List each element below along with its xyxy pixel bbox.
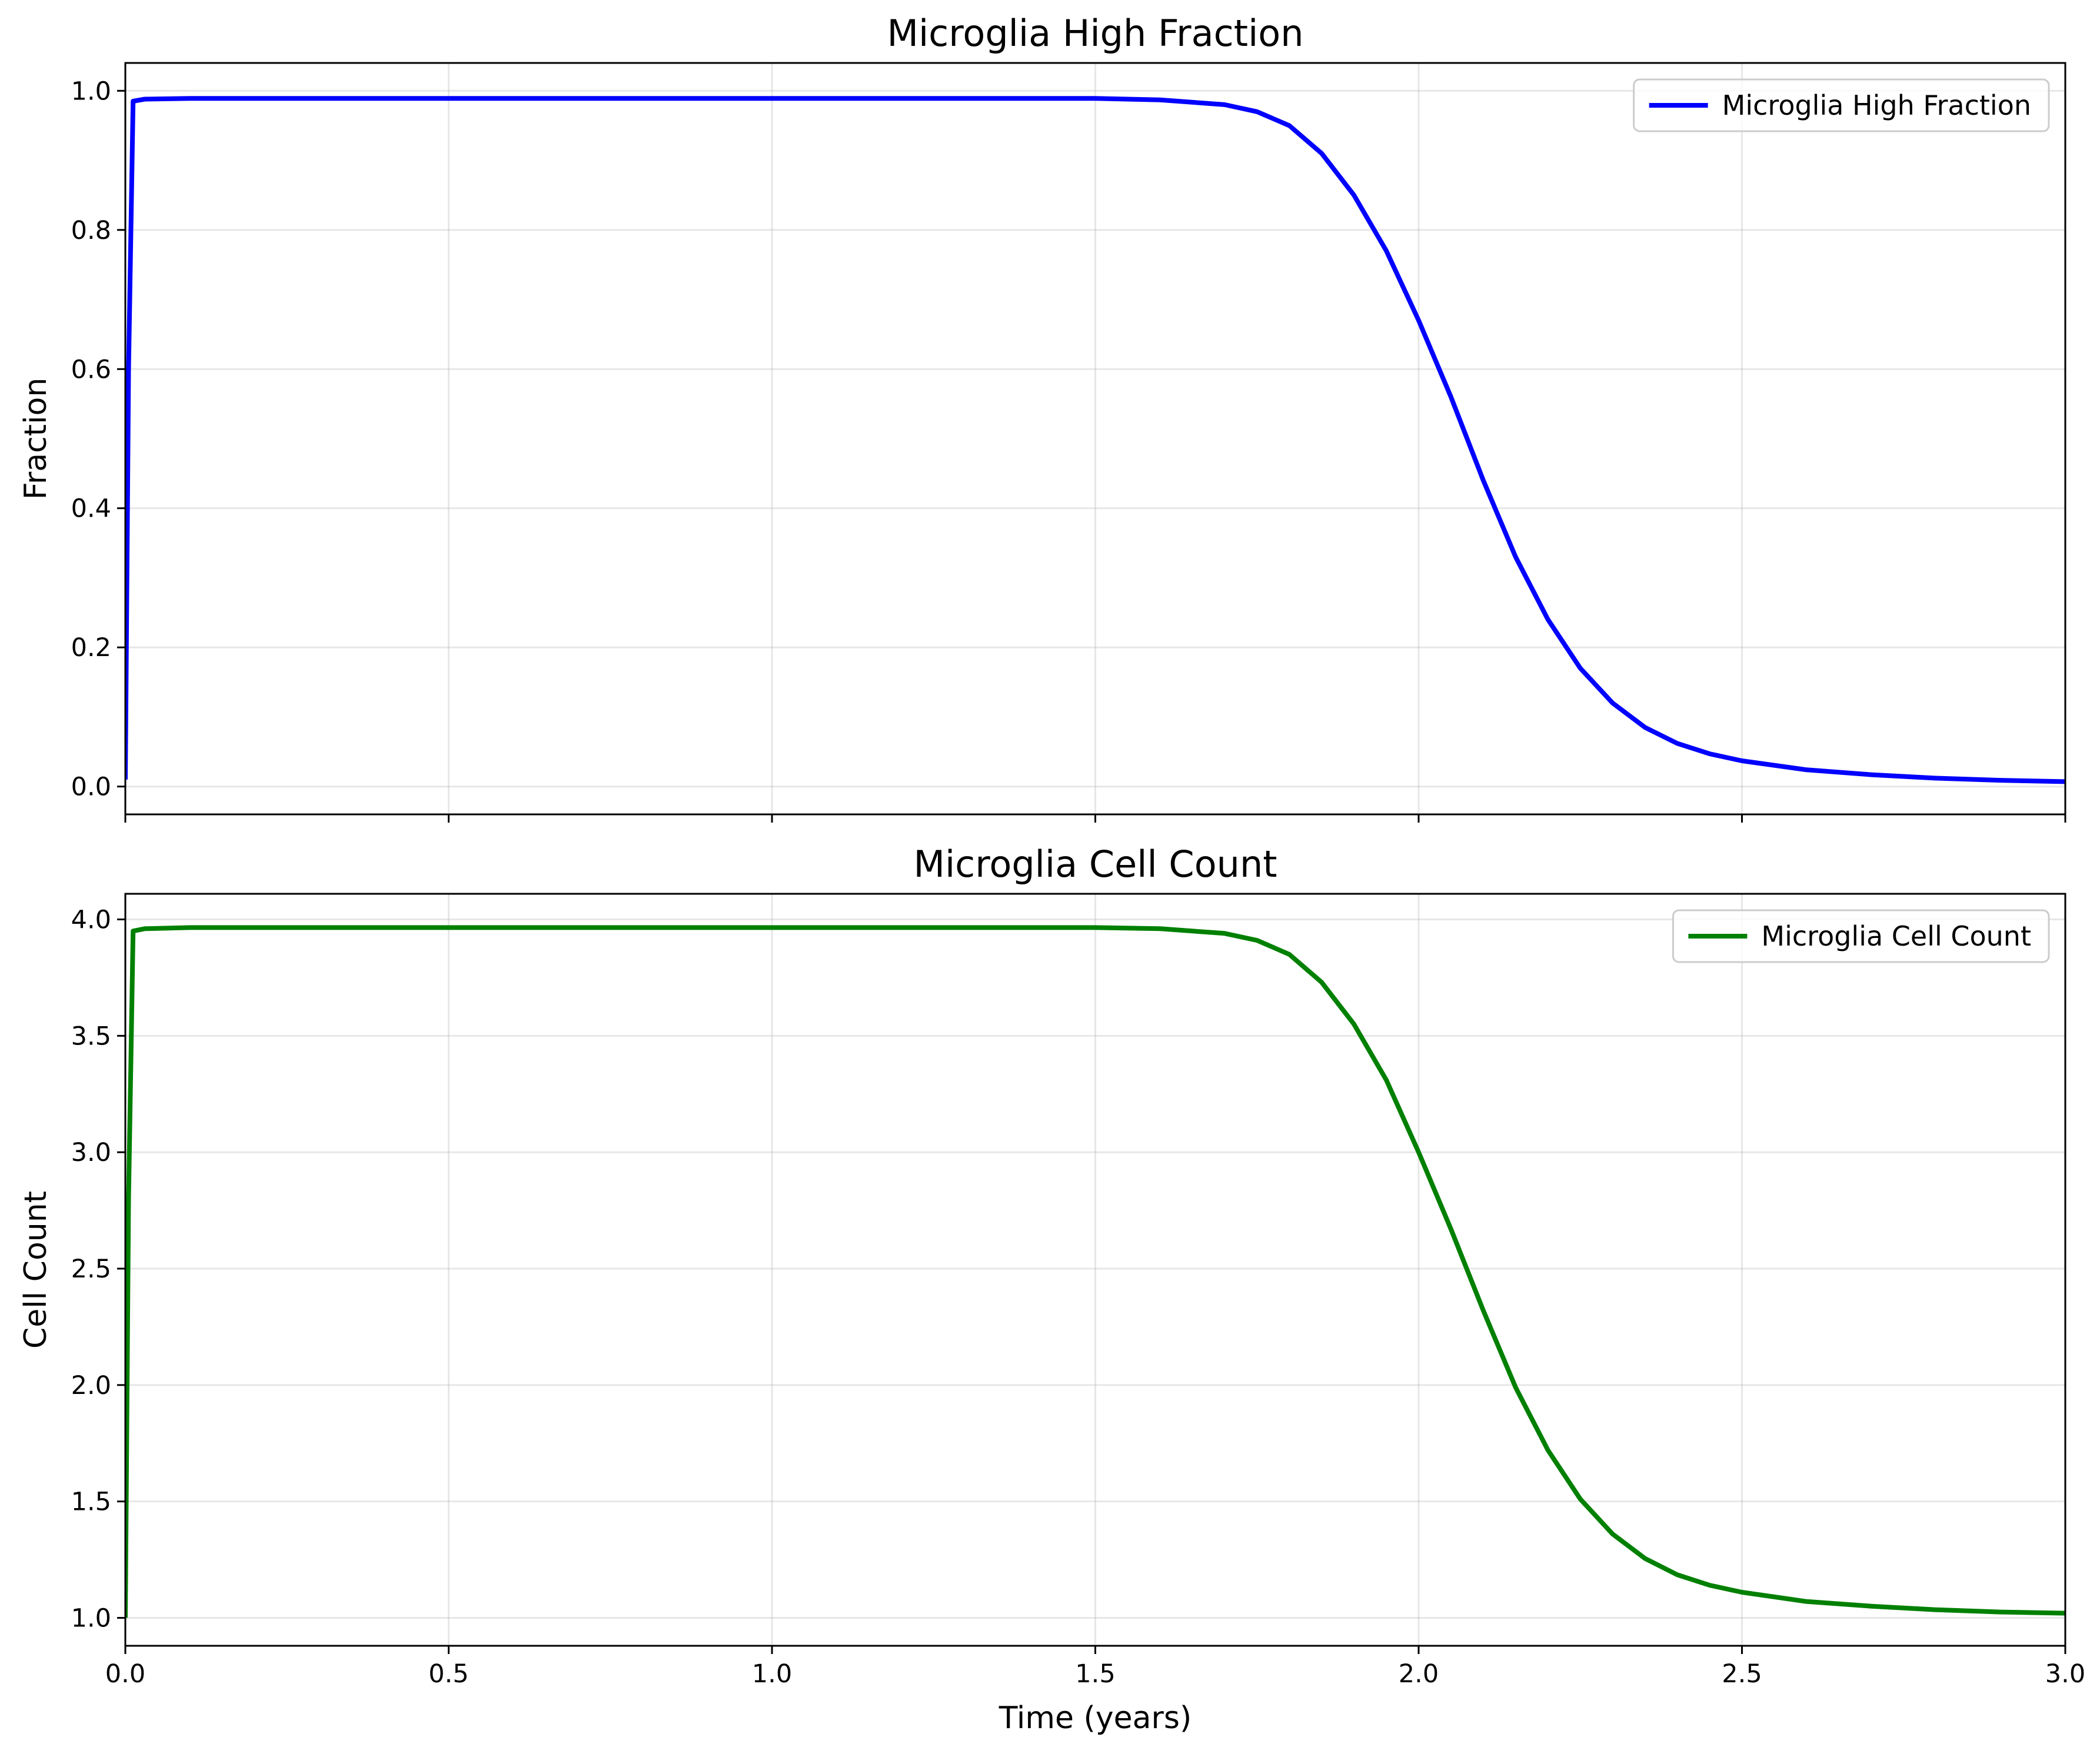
axes-frame xyxy=(124,893,2066,1647)
chart-title: Microglia Cell Count xyxy=(913,843,1277,886)
legend: Microglia Cell Count xyxy=(1672,909,2050,963)
y-tick-label: 3.0 xyxy=(71,1138,111,1167)
y-tick-label: 3.5 xyxy=(71,1021,111,1051)
x-tick-label: 3.0 xyxy=(2045,1659,2085,1689)
x-tick-label: 2.0 xyxy=(1399,1659,1439,1689)
y-tick-label: 0.8 xyxy=(71,216,111,245)
y-tick-label: 4.0 xyxy=(71,906,111,935)
x-tick-label: 1.5 xyxy=(1075,1659,1115,1689)
y-axis-label: Cell Count xyxy=(18,1191,54,1349)
y-tick-label: 1.0 xyxy=(71,1604,111,1633)
series-line-microglia-high-fraction xyxy=(125,96,2065,784)
legend-label: Microglia High Fraction xyxy=(1722,89,2031,121)
y-tick-label: 1.0 xyxy=(71,76,111,106)
series-line-microglia-cell-count xyxy=(125,925,2065,1618)
chart-panel-2: 0.0 0.5 1.0 1.5 2.0 2.5 3.0 1.0 1.5 2.0 2.5 3.0 3.5 4… xyxy=(18,843,2085,1736)
y-tick-label: 0.6 xyxy=(71,355,111,384)
x-tick-label: 0.0 xyxy=(105,1659,145,1689)
chart-title: Microglia High Fraction xyxy=(887,12,1303,55)
y-tick-label: 0.2 xyxy=(71,633,111,663)
legend-label: Microglia Cell Count xyxy=(1761,920,2031,952)
y-tick-label: 1.5 xyxy=(71,1488,111,1517)
y-tick-label: 0.4 xyxy=(71,494,111,524)
legend-frame xyxy=(1633,78,2050,132)
x-tick-label: 2.5 xyxy=(1722,1659,1762,1689)
y-tick-label: 2.5 xyxy=(71,1254,111,1284)
chart-panel-1: 0.0 0.2 0.4 0.6 0.8 1.0 Microglia High Fractio… xyxy=(18,12,2066,823)
y-tick-label: 0.0 xyxy=(71,773,111,802)
x-axis-label: Time (years) xyxy=(999,1701,1192,1736)
y-axis-label: Fraction xyxy=(18,378,54,500)
legend-frame xyxy=(1672,909,2050,963)
legend: Microglia High Fraction xyxy=(1633,78,2050,132)
axes-frame xyxy=(124,62,2066,816)
y-tick-label: 2.0 xyxy=(71,1371,111,1400)
x-tick-label: 1.0 xyxy=(752,1659,792,1689)
x-tick-label: 0.5 xyxy=(428,1659,468,1689)
